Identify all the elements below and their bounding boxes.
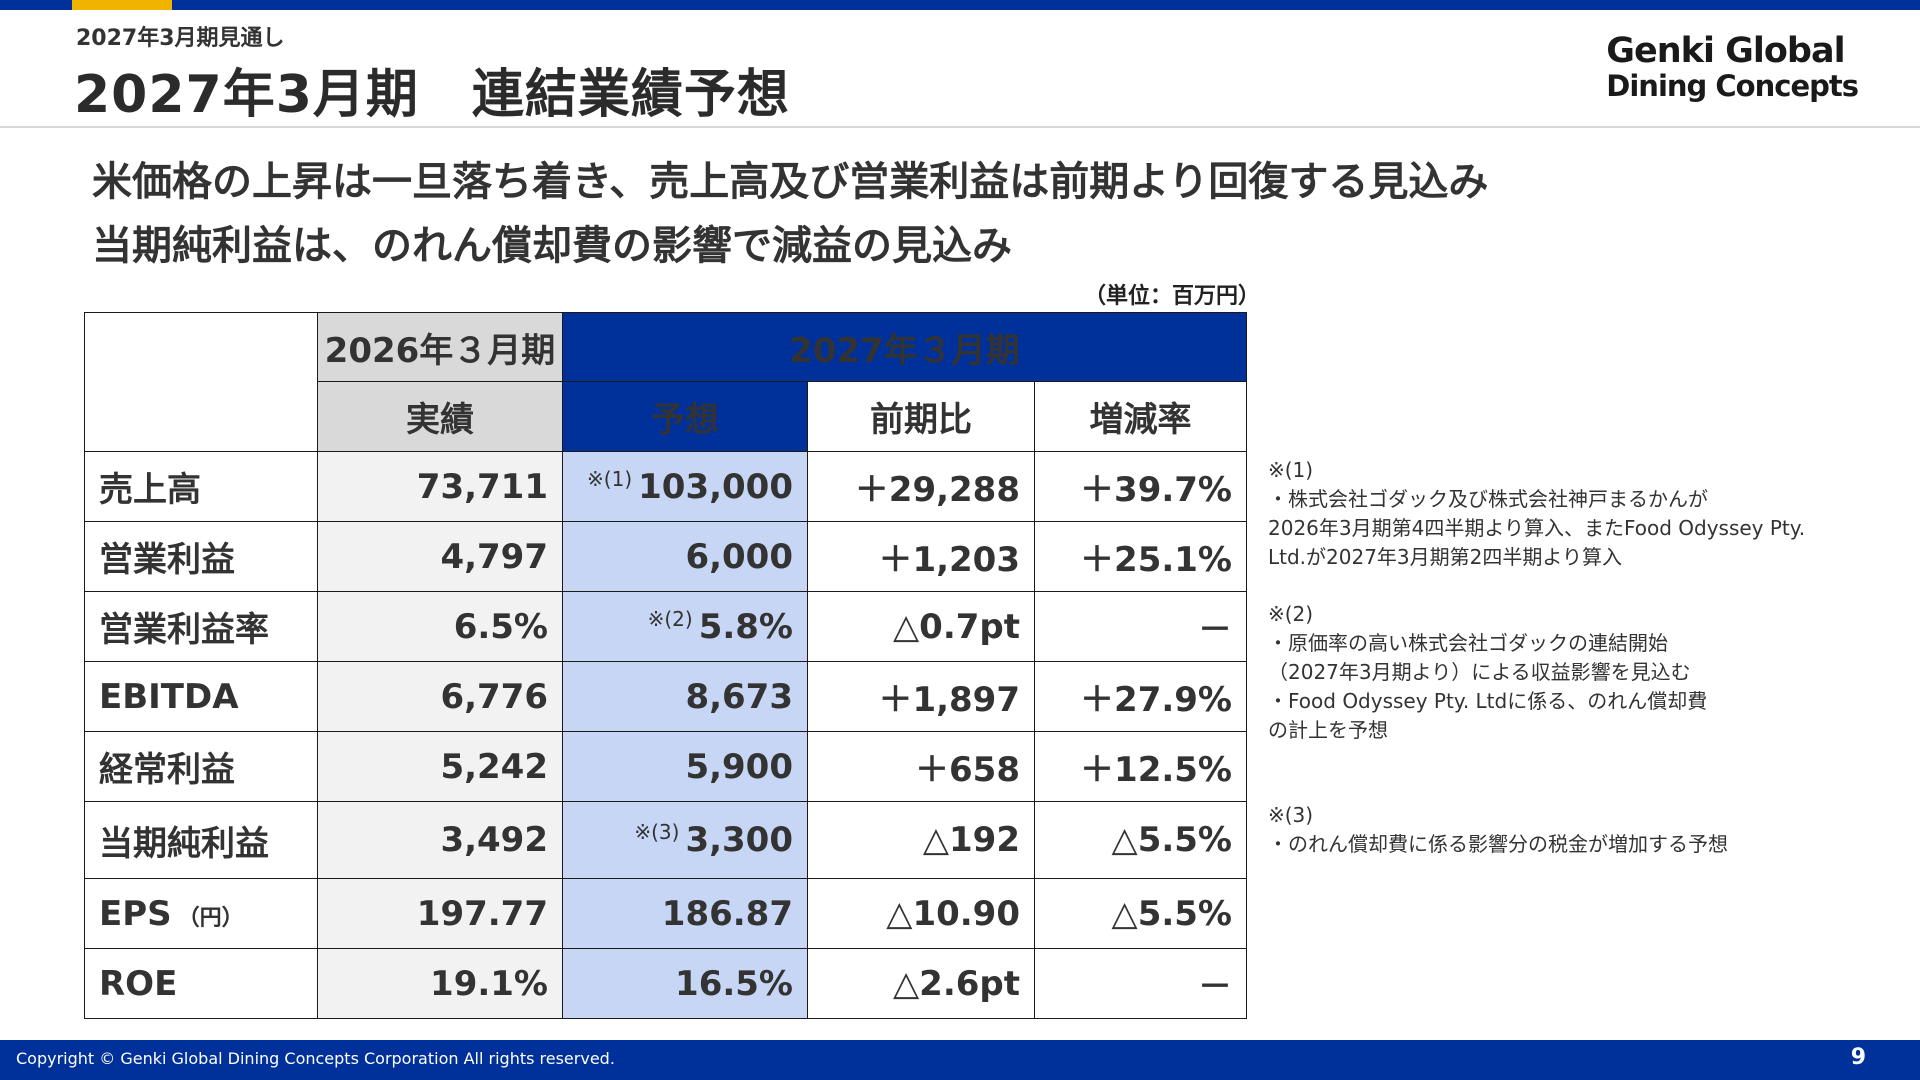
row-label: EPS （円） <box>84 878 318 949</box>
actual-value: 19.1% <box>317 948 563 1019</box>
note-marker: ※(2) <box>647 606 693 631</box>
row-label: 営業利益 <box>84 521 318 592</box>
forecast-value: 8,673 <box>562 661 808 732</box>
yoy-value: ＋1,897 <box>807 661 1035 732</box>
company-logo: Genki Global Dining Concepts <box>1606 31 1859 103</box>
note-2-line: の計上を予想 <box>1268 718 1388 742</box>
note-2-line: ・Food Odyssey Pty. Ltdに係る、のれん償却費 <box>1268 689 1708 713</box>
header-forecast: 予想 <box>562 381 808 452</box>
note-1: ※(1) ・株式会社ゴダック及び株式会社神戸まるかんが 2026年3月期第4四半… <box>1268 456 1868 572</box>
note-2-title: ※(2) <box>1268 602 1314 626</box>
forecast-value: ※(3) 3,300 <box>562 801 808 879</box>
header-fy2026: 2026年３月期 <box>317 312 563 382</box>
table-row: 当期純利益 3,492 ※(3) 3,300 △192 △5.5% <box>84 801 1247 879</box>
headline-line1: 米価格の上昇は一旦落ち着き、売上高及び営業利益は前期より回復する見込み <box>92 159 1489 205</box>
note-3-title: ※(3) <box>1268 803 1314 827</box>
actual-value: 6.5% <box>317 591 563 662</box>
note-1-line: 2026年3月期第4四半期より算入、またFood Odyssey Pty. <box>1268 516 1806 540</box>
note-marker: ※(3) <box>634 820 680 844</box>
row-label: 経常利益 <box>84 731 318 802</box>
row-label: 営業利益率 <box>84 591 318 662</box>
note-2-line: ・原価率の高い株式会社ゴダックの連結開始 <box>1268 631 1668 655</box>
top-accent-bar <box>0 0 1920 10</box>
actual-value: 4,797 <box>317 521 563 592</box>
note-marker: ※(1) <box>587 466 633 491</box>
forecast-value: 5,900 <box>562 731 808 802</box>
headline-line2: 当期純利益は、のれん償却費の影響で減益の見込み <box>92 223 1012 269</box>
rate-value: － <box>1034 591 1247 662</box>
header-rate: 増減率 <box>1034 381 1247 452</box>
note-3-line: ・のれん償却費に係る影響分の税金が増加する予想 <box>1268 832 1728 856</box>
page-title: 2027年3月期 連結業績予想 <box>74 65 790 125</box>
table-row: EBITDA 6,776 8,673 ＋1,897 ＋27.9% <box>84 661 1247 732</box>
note-2: ※(2) ・原価率の高い株式会社ゴダックの連結開始 （2027年3月期より）によ… <box>1268 600 1868 745</box>
header-yoy: 前期比 <box>807 381 1035 452</box>
row-unit: （円） <box>177 905 244 931</box>
forecast-value: ※(1) 103,000 <box>562 451 808 522</box>
row-label: 売上高 <box>84 451 318 522</box>
table-row: 売上高 73,711 ※(1) 103,000 ＋29,288 ＋39.7% <box>84 451 1247 522</box>
header-fy2027: 2027年３月期 <box>562 312 1247 382</box>
row-label: 当期純利益 <box>84 801 318 879</box>
logo-line1: Genki Global <box>1606 31 1845 71</box>
forecast-value: 6,000 <box>562 521 808 592</box>
table-header-row-1: 2026年３月期 2027年３月期 <box>84 312 1247 452</box>
header-divider <box>0 126 1920 128</box>
yoy-value: △10.90 <box>807 878 1035 949</box>
yoy-value: △0.7pt <box>807 591 1035 662</box>
rate-value: － <box>1034 948 1247 1019</box>
rate-value: ＋39.7% <box>1034 451 1247 522</box>
copyright-text: Copyright © Genki Global Dining Concepts… <box>16 1049 615 1068</box>
table-row: 営業利益率 6.5% ※(2) 5.8% △0.7pt － <box>84 591 1247 662</box>
row-label: ROE <box>84 948 318 1019</box>
note-1-title: ※(1) <box>1268 458 1314 482</box>
yoy-value: ＋1,203 <box>807 521 1035 592</box>
actual-value: 5,242 <box>317 731 563 802</box>
results-table: 2026年３月期 2027年３月期 実績 予想 前期比 増減率 売上高 73,7… <box>84 312 1247 1019</box>
logo-line2: Dining Concepts <box>1606 69 1859 103</box>
actual-value: 197.77 <box>317 878 563 949</box>
table-corner-cell <box>84 312 318 452</box>
note-3: ※(3) ・のれん償却費に係る影響分の税金が増加する予想 <box>1268 801 1868 859</box>
footer-bar <box>0 1040 1920 1080</box>
top-yellow-accent <box>72 0 172 10</box>
rate-value: △5.5% <box>1034 878 1247 949</box>
yoy-value: ＋658 <box>807 731 1035 802</box>
table-row: EPS （円） 197.77 186.87 △10.90 △5.5% <box>84 878 1247 949</box>
headline: 米価格の上昇は一旦落ち着き、売上高及び営業利益は前期より回復する見込み 当期純利… <box>92 150 1488 278</box>
footnotes: ※(1) ・株式会社ゴダック及び株式会社神戸まるかんが 2026年3月期第4四半… <box>1268 456 1868 887</box>
unit-label: （単位：百万円） <box>1084 284 1261 309</box>
note-1-line: ・株式会社ゴダック及び株式会社神戸まるかんが <box>1268 487 1708 511</box>
note-1-line: Ltd.が2027年3月期第2四半期より算入 <box>1268 545 1622 569</box>
row-label: EBITDA <box>84 661 318 732</box>
actual-value: 3,492 <box>317 801 563 879</box>
table-row: 経常利益 5,242 5,900 ＋658 ＋12.5% <box>84 731 1247 802</box>
yoy-value: ＋29,288 <box>807 451 1035 522</box>
yoy-value: △192 <box>807 801 1035 879</box>
table-row: ROE 19.1% 16.5% △2.6pt － <box>84 948 1247 1019</box>
rate-value: ＋25.1% <box>1034 521 1247 592</box>
rate-value: △5.5% <box>1034 801 1247 879</box>
actual-value: 6,776 <box>317 661 563 732</box>
header-actual: 実績 <box>317 381 563 452</box>
forecast-value: 186.87 <box>562 878 808 949</box>
actual-value: 73,711 <box>317 451 563 522</box>
yoy-value: △2.6pt <box>807 948 1035 1019</box>
forecast-value: 16.5% <box>562 948 808 1019</box>
table-header-row-2: 実績 予想 前期比 増減率 <box>85 381 1247 452</box>
header-subtitle: 2027年3月期見通し <box>76 26 285 51</box>
rate-value: ＋12.5% <box>1034 731 1247 802</box>
table-row: 営業利益 4,797 6,000 ＋1,203 ＋25.1% <box>84 521 1247 592</box>
note-2-line: （2027年3月期より）による収益影響を見込む <box>1268 660 1691 684</box>
page-number: 9 <box>1850 1045 1866 1070</box>
forecast-value: ※(2) 5.8% <box>562 591 808 662</box>
rate-value: ＋27.9% <box>1034 661 1247 732</box>
